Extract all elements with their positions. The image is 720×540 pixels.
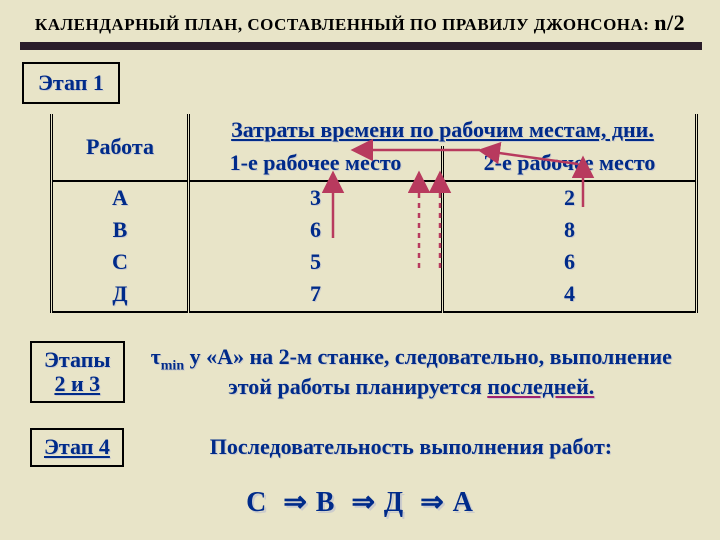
- etap4-text: Последовательность выполнения работ:: [124, 434, 698, 460]
- etap23-l2: 2 и 3: [44, 372, 111, 396]
- etap23-text: τmin у «А» на 2-м станке, следовательно,…: [125, 344, 698, 400]
- etap23-last: последней.: [487, 374, 594, 399]
- etap4-row: Этап 4 Последовательность выполнения раб…: [30, 428, 698, 466]
- etap4-badge: Этап 4: [30, 428, 124, 466]
- etap23-l1: Этапы: [44, 348, 111, 372]
- sequence: С ⇒ В ⇒ Д ⇒ А: [0, 485, 720, 519]
- tau: τ: [151, 344, 161, 369]
- etap23-row: Этапы 2 и 3 τmin у «А» на 2-м станке, сл…: [30, 341, 698, 403]
- arrows-overlay: [0, 0, 720, 300]
- etap23-mid: у «А» на 2-м станке, следовательно, выпо…: [184, 344, 672, 399]
- etap23-badge: Этапы 2 и 3: [30, 341, 125, 403]
- tau-sub: min: [161, 358, 184, 373]
